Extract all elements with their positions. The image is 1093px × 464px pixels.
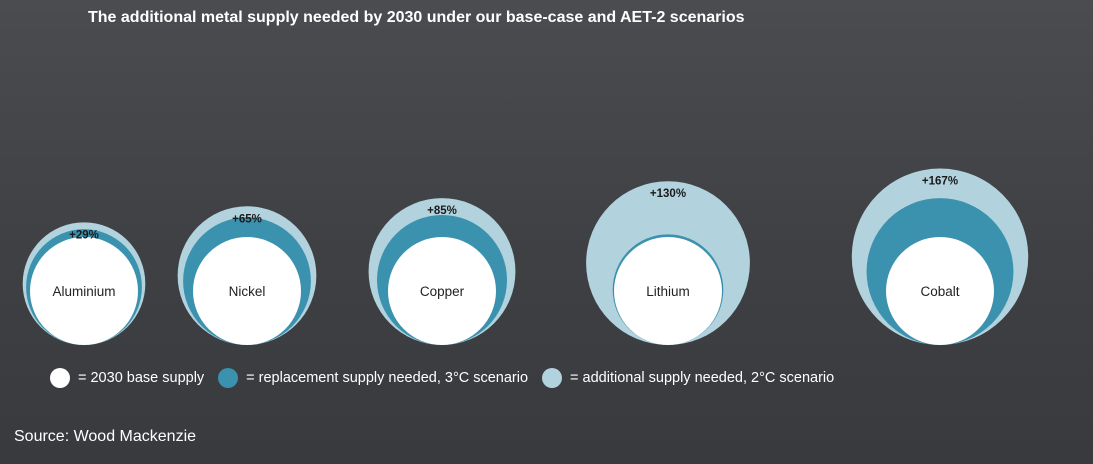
legend-swatch-base [50,368,70,388]
bubble-base-cobalt [886,237,994,345]
bubble-base-nickel [193,237,301,345]
percent-label-cobalt: +167% [922,176,958,188]
legend-label-additional: = additional supply needed, 2°C scenario [570,370,835,386]
category-label-nickel: Nickel [229,284,266,299]
bubble-base-copper [388,237,496,345]
legend: = 2030 base supply = replacement supply … [50,368,848,388]
percent-label-nickel: +65% [232,213,262,225]
legend-item-replacement: = replacement supply needed, 3°C scenari… [218,368,528,388]
legend-swatch-replacement [218,368,239,388]
percent-label-aluminium: +29% [69,229,99,241]
bubble-base-lithium [614,237,722,345]
percent-label-lithium: +130% [650,188,686,200]
chart-title: The additional metal supply needed by 20… [88,9,745,26]
percent-label-copper: +85% [427,205,457,217]
category-label-cobalt: Cobalt [920,284,959,299]
legend-item-base: = 2030 base supply [50,368,204,388]
category-label-lithium: Lithium [646,284,690,299]
category-label-copper: Copper [420,284,465,299]
source-note: Source: Wood Mackenzie [14,428,197,445]
legend-item-additional: = additional supply needed, 2°C scenario [542,368,834,388]
legend-label-base: = 2030 base supply [78,370,205,386]
bubble-chart: Aluminium +29% Nickel +65% Copper +85% Lithium… [22,168,1029,345]
category-label-aluminium: Aluminium [52,284,115,299]
legend-label-replacement: = replacement supply needed, 3°C scenari… [246,370,529,386]
legend-swatch-additional [542,368,563,388]
bubble-base-aluminium [30,237,138,345]
